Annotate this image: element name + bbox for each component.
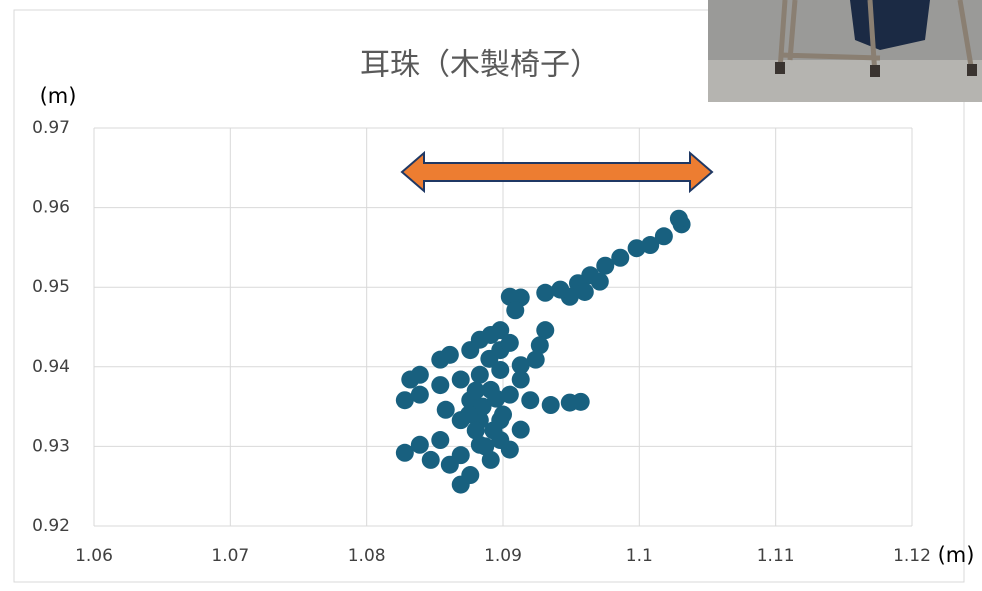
photo-foot <box>870 65 880 77</box>
point <box>526 350 545 369</box>
point <box>511 370 530 389</box>
x-tick-label: 1.11 <box>757 546 795 566</box>
point <box>530 336 549 355</box>
y-tick-label: 0.96 <box>32 198 70 218</box>
point <box>395 443 414 462</box>
chart-border <box>13 9 965 583</box>
point <box>500 440 519 459</box>
point <box>473 397 492 416</box>
point <box>596 256 615 275</box>
point <box>487 389 506 408</box>
chart-title: 耳珠（木製椅子） <box>360 48 600 83</box>
point <box>451 370 470 389</box>
point <box>440 455 459 474</box>
point <box>536 283 555 302</box>
x-tick-label: 1.1 <box>626 546 653 566</box>
point <box>590 272 609 291</box>
x-tick-label: 1.12 <box>893 546 931 566</box>
y-tick-label: 0.95 <box>32 277 70 297</box>
point <box>611 248 630 267</box>
y-tick-label: 0.94 <box>32 357 70 377</box>
point <box>480 349 499 368</box>
x-tick-label: 1.06 <box>75 546 113 566</box>
x-tick-label: 1.09 <box>484 546 522 566</box>
point <box>500 385 519 404</box>
points <box>395 209 691 494</box>
point <box>491 360 510 379</box>
point <box>461 466 480 485</box>
point <box>551 280 570 299</box>
point <box>511 420 530 439</box>
photo-foot <box>967 64 977 76</box>
point <box>395 391 414 410</box>
point <box>410 435 429 454</box>
point <box>459 405 478 424</box>
point <box>410 385 429 404</box>
point <box>431 431 450 450</box>
point <box>466 421 485 440</box>
point <box>627 239 646 258</box>
point <box>541 396 560 415</box>
point <box>461 341 480 360</box>
point <box>436 400 455 419</box>
point <box>571 392 590 411</box>
point <box>575 282 594 301</box>
point <box>431 376 450 395</box>
point <box>466 381 485 400</box>
point <box>500 287 519 306</box>
point <box>669 209 688 228</box>
point <box>521 391 540 410</box>
point <box>654 227 673 246</box>
x-tick-label: 1.07 <box>211 546 249 566</box>
point <box>431 350 450 369</box>
point <box>494 405 512 424</box>
x-tick-label: 1.08 <box>348 546 386 566</box>
point <box>470 365 489 384</box>
photo-foot <box>775 62 785 74</box>
x-axis-label: (m) <box>938 543 975 567</box>
point <box>421 450 440 469</box>
point <box>536 321 555 340</box>
point <box>481 450 500 469</box>
y-tick-label: 0.93 <box>32 436 70 456</box>
photo-chair <box>777 0 975 76</box>
point <box>500 333 519 352</box>
point <box>401 370 420 389</box>
y-tick-label: 0.92 <box>32 516 70 536</box>
y-tick-label: 0.97 <box>32 118 70 138</box>
y-axis-label: (m) <box>40 84 77 108</box>
point <box>511 356 530 375</box>
photo <box>708 0 982 102</box>
point <box>641 236 660 255</box>
photo-floor <box>708 60 982 102</box>
range-arrow <box>400 150 714 194</box>
point <box>506 301 525 320</box>
double-arrow <box>400 150 714 194</box>
point <box>484 421 503 440</box>
point <box>476 437 495 456</box>
